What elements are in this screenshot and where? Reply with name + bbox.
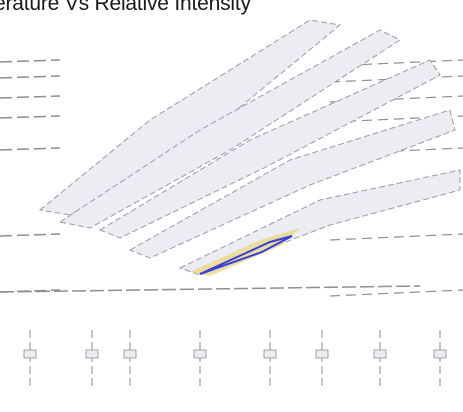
grid-line-right (329, 233, 463, 241)
axis-tick-box (85, 349, 99, 359)
surface-ribbon (58, 29, 402, 229)
grid-line-right (329, 289, 463, 297)
grid-line-left (0, 147, 61, 151)
grid-line-left (0, 59, 61, 63)
axis-tick-box (123, 349, 137, 359)
chart-title: erature Vs Relative Intensity (0, 0, 251, 15)
axis-tick-box (315, 349, 329, 359)
peak-highlight (190, 228, 300, 276)
intensity-peak (190, 228, 300, 276)
floor-baseline (0, 285, 421, 293)
axis-tick-box (23, 349, 37, 359)
surface-ribbon (128, 109, 456, 259)
peak-edge (199, 235, 293, 275)
axis-tick-box (263, 349, 277, 359)
grid-line-left (0, 75, 61, 79)
grid-line-left (0, 115, 61, 119)
surface-ribbon (38, 19, 342, 216)
axis-tick-marks (23, 330, 447, 390)
grid-line-left (0, 233, 61, 237)
surface-ribbon (98, 59, 441, 239)
axis-tick-box (373, 349, 387, 359)
grid-line-left (0, 95, 61, 99)
surface-ribbons (38, 19, 461, 276)
axis-tick-box (433, 349, 447, 359)
axis-tick-box (193, 349, 207, 359)
